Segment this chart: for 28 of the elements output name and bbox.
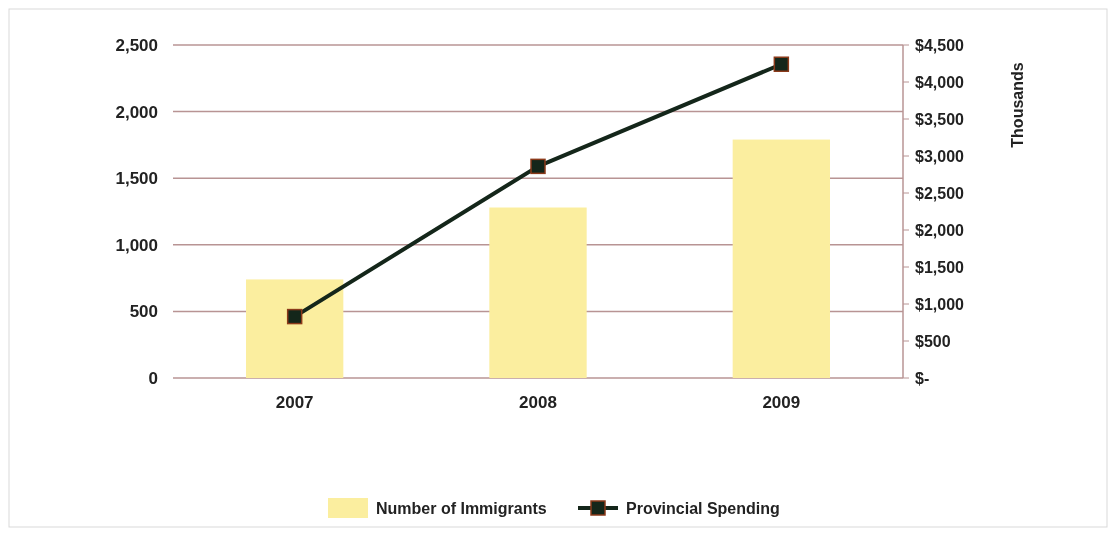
y2-tick-label: $2,000 [915,221,965,239]
bar [246,279,344,378]
legend-label: Number of Immigrants [376,499,547,517]
y-tick-label: 1,000 [115,235,158,255]
bar [732,139,830,378]
y2-tick-label: $1,000 [915,295,965,313]
x-tick-label: 2009 [762,393,801,412]
legend-label: Provincial Spending [626,499,780,517]
y2-axis-title: Thousands [1009,62,1026,148]
y-tick-label: 1,500 [115,169,158,189]
y2-tick-label: $4,500 [915,36,965,54]
y2-tick-label: $3,000 [915,147,965,165]
point [286,308,303,325]
x-tick-label: 2008 [519,393,557,412]
y2-tick-label: $4,000 [915,73,965,91]
x-tick-label: 2007 [275,393,314,412]
y-tick-label: 0 [148,368,158,388]
y2-tick-label: $- [915,369,930,387]
y2-tick-label: $3,500 [915,110,965,128]
y2-tick-label: $500 [915,332,951,350]
point [530,158,546,175]
point [773,56,790,72]
y-tick-label: 2,000 [115,102,158,122]
y-tick-label: 500 [129,302,158,322]
y-tick-label: 2,500 [115,35,158,55]
y2-tick-label: $2,500 [915,184,965,202]
bar [489,207,587,378]
y2-tick-label: $1,500 [915,258,965,276]
